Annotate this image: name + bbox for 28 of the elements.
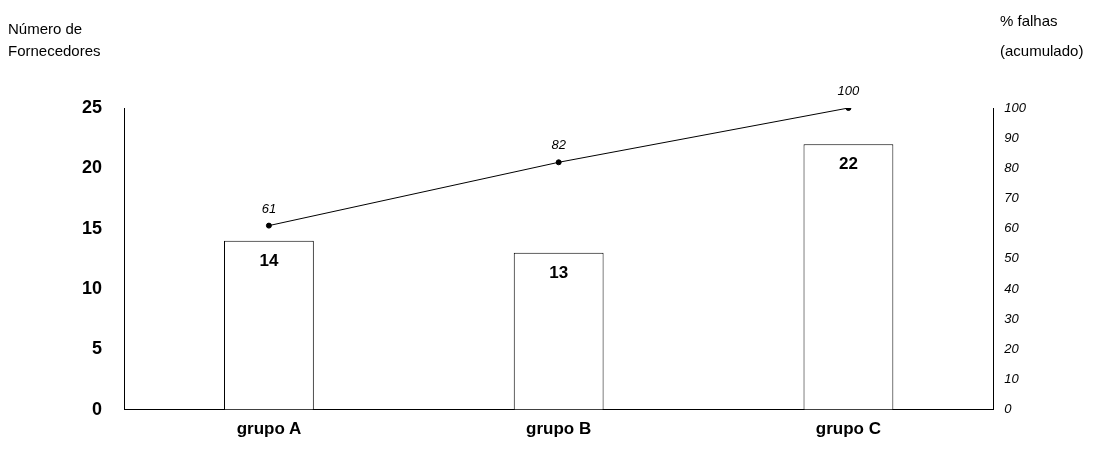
y-axis-title: Número de Fornecedores [8, 19, 102, 61]
x-tick-label: grupo A [236, 419, 302, 439]
x-tick-label: grupo C [815, 419, 882, 439]
y-tick-label: 5 [92, 338, 103, 359]
y2-tick-label: 90 [1004, 129, 1020, 145]
y2-tick-label: 20 [1003, 340, 1020, 356]
y2-tick-label: 60 [1004, 220, 1020, 236]
y-tick-label: 0 [92, 398, 103, 419]
x-tick-label: grupo B [526, 419, 592, 439]
data-label: 61 [261, 200, 277, 216]
data-label: 100 [837, 83, 861, 99]
y-tick-label: 20 [81, 157, 103, 178]
y2-tick-label: 100 [1004, 99, 1027, 115]
y2-tick-label: 10 [1004, 371, 1020, 387]
data-label: 82 [551, 137, 567, 153]
y2-tick-label: 50 [1004, 250, 1020, 266]
data-label: 22 [838, 154, 858, 174]
y2-tick-label: 0 [1004, 401, 1013, 417]
y2-axis-title: % falhas (acumulado) [1000, 11, 1085, 61]
y-tick-label: 10 [81, 277, 103, 298]
data-label: 13 [549, 262, 569, 282]
y2-tick-label: 30 [1004, 310, 1020, 326]
y2-tick-label: 40 [1004, 280, 1020, 296]
y2-tick-label: 70 [1004, 190, 1020, 206]
y-tick-label: 15 [81, 217, 103, 238]
y2-tick-label: 80 [1004, 159, 1020, 175]
data-label: 14 [259, 250, 279, 270]
y-tick-label: 25 [81, 96, 103, 117]
